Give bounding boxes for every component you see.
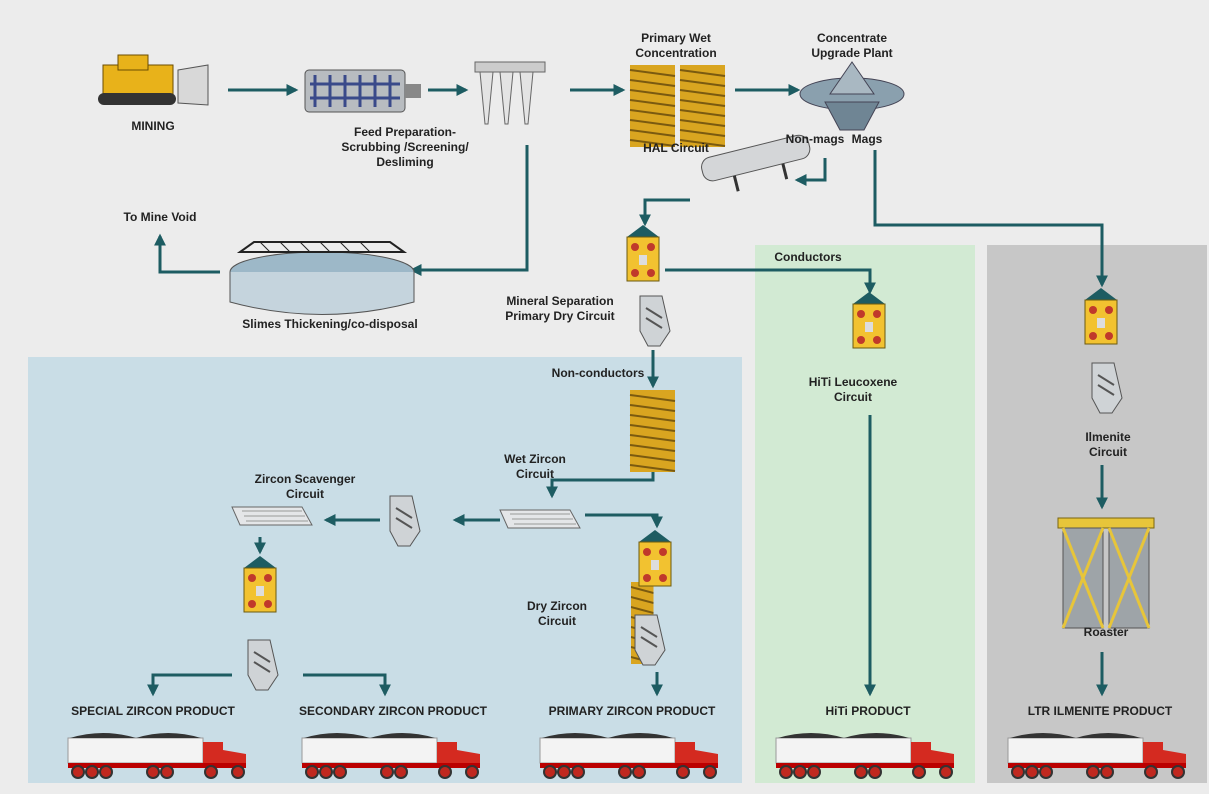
thickener — [230, 242, 414, 315]
label: Desliming — [376, 155, 433, 169]
label: Circuit — [1089, 445, 1127, 459]
label: Non-conductors — [552, 366, 645, 380]
label: HAL Circuit — [643, 141, 709, 155]
label: PRIMARY ZIRCON PRODUCT — [549, 704, 716, 718]
process-diagram: MINING Feed Preparation-Scrubbing /Screen… — [0, 0, 1209, 794]
label: Upgrade Plant — [811, 46, 892, 60]
label: Ilmenite — [1085, 430, 1131, 444]
label: Wet Zircon — [504, 452, 566, 466]
label: Circuit — [538, 614, 576, 628]
label: Concentrate — [817, 31, 887, 45]
label: Non-mags — [786, 132, 845, 146]
label: Mineral Separation — [506, 294, 613, 308]
label: Concentration — [635, 46, 716, 60]
label: Dry Zircon — [527, 599, 587, 613]
label: Zircon Scavenger — [255, 472, 356, 486]
label: To Mine Void — [124, 210, 197, 224]
label: MINING — [131, 119, 174, 133]
label: Mags — [852, 132, 883, 146]
label: LTR ILMENITE PRODUCT — [1028, 704, 1173, 718]
label: Conductors — [774, 250, 842, 264]
label: Slimes Thickening/co-disposal — [242, 317, 417, 331]
label: SECONDARY ZIRCON PRODUCT — [299, 704, 488, 718]
label: Circuit — [834, 390, 872, 404]
label: Primary Wet — [641, 31, 711, 45]
label: HiTi Leucoxene — [809, 375, 898, 389]
scrubber — [305, 70, 421, 112]
label: Scrubbing /Screening/ — [341, 140, 469, 154]
label: SPECIAL ZIRCON PRODUCT — [71, 704, 235, 718]
label: Circuit — [516, 467, 554, 481]
label: HiTi PRODUCT — [825, 704, 911, 718]
label: Roaster — [1084, 625, 1129, 639]
label: Circuit — [286, 487, 324, 501]
label: Feed Preparation- — [354, 125, 456, 139]
label: Primary Dry Circuit — [505, 309, 614, 323]
